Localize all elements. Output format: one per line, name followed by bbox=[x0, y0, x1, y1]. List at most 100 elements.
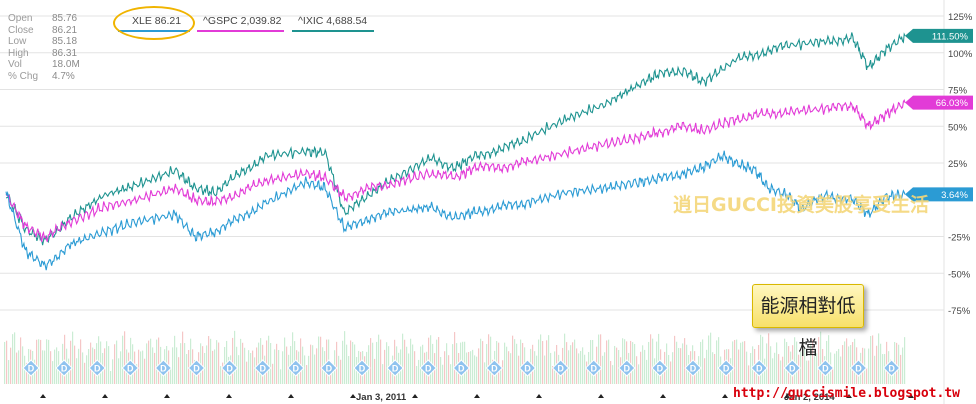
volume-bar bbox=[144, 358, 146, 384]
volume-bar bbox=[70, 340, 72, 384]
volume-bar bbox=[172, 347, 174, 384]
volume-bar bbox=[136, 364, 138, 384]
volume-bar bbox=[782, 356, 784, 384]
volume-bar bbox=[606, 340, 608, 384]
volume-bar bbox=[900, 354, 902, 384]
volume-bar bbox=[244, 347, 246, 384]
volume-bar bbox=[712, 352, 714, 384]
volume-bar bbox=[382, 364, 384, 384]
volume-bar bbox=[512, 335, 514, 384]
volume-bar bbox=[702, 339, 704, 384]
volume-bar bbox=[260, 338, 262, 384]
volume-bar bbox=[668, 354, 670, 384]
volume-bar bbox=[384, 349, 386, 384]
dividend-marker bbox=[452, 359, 471, 377]
volume-bar bbox=[206, 345, 208, 384]
dividend-marker-label: D bbox=[458, 364, 465, 374]
dividend-marker-label: D bbox=[524, 364, 531, 374]
volume-bar bbox=[640, 351, 642, 384]
volume-bar bbox=[838, 348, 840, 384]
volume-bar bbox=[546, 340, 548, 384]
volume-bar bbox=[378, 334, 380, 384]
volume-bar bbox=[666, 343, 668, 384]
volume-bar bbox=[874, 355, 876, 384]
volume-bar bbox=[48, 339, 50, 384]
volume-bar bbox=[564, 333, 566, 384]
volume-bar bbox=[350, 340, 352, 384]
volume-bar bbox=[580, 350, 582, 384]
volume-bar bbox=[680, 348, 682, 384]
volume-bar bbox=[818, 337, 820, 384]
x-axis-tick bbox=[412, 394, 418, 398]
volume-bar bbox=[346, 344, 348, 384]
dividend-marker bbox=[22, 359, 40, 377]
volume-bar bbox=[416, 365, 418, 384]
volume-bar bbox=[268, 335, 270, 384]
volume-bar bbox=[880, 343, 882, 384]
volume-bar bbox=[104, 348, 106, 384]
volume-bar bbox=[764, 358, 766, 384]
volume-bar bbox=[670, 361, 672, 384]
volume-bar bbox=[180, 343, 182, 384]
volume-bar bbox=[280, 369, 282, 384]
volume-bar bbox=[644, 349, 646, 384]
volume-bar bbox=[544, 355, 546, 384]
volume-bar bbox=[76, 358, 78, 384]
volume-bar bbox=[722, 367, 724, 384]
dividend-marker-label: D bbox=[855, 364, 862, 374]
volume-bar bbox=[696, 362, 698, 384]
volume-bar bbox=[490, 336, 492, 384]
volume-bar bbox=[114, 344, 116, 384]
stat-value: 86.21 bbox=[52, 24, 78, 36]
volume-bar bbox=[36, 339, 38, 384]
volume-bar bbox=[678, 347, 680, 384]
volume-bar bbox=[780, 360, 782, 384]
volume-bar bbox=[854, 338, 856, 384]
volume-bar bbox=[686, 344, 688, 384]
volume-bar bbox=[638, 364, 640, 384]
dividend-marker-label: D bbox=[789, 364, 796, 374]
volume-bar bbox=[650, 334, 652, 384]
volume-bar bbox=[710, 332, 712, 384]
legend-ixic[interactable]: ^IXIC 4,688.54 bbox=[292, 10, 374, 32]
dividend-marker-label: D bbox=[127, 364, 134, 374]
x-axis-label: Jan 3, 2011 bbox=[356, 392, 407, 403]
volume-bar bbox=[270, 343, 272, 384]
volume-bar bbox=[806, 360, 808, 384]
volume-bar bbox=[148, 340, 150, 384]
volume-bar bbox=[784, 338, 786, 384]
volume-bar bbox=[814, 356, 816, 384]
stat-row: Close 86.21 bbox=[8, 25, 80, 37]
volume-bar bbox=[470, 351, 472, 384]
y-tick-label: 50% bbox=[948, 122, 968, 133]
legend-gspc[interactable]: ^GSPC 2,039.82 bbox=[197, 10, 284, 32]
volume-bar bbox=[902, 347, 904, 384]
volume-bar bbox=[602, 355, 604, 384]
volume-bar bbox=[440, 356, 442, 384]
dividend-marker bbox=[485, 359, 504, 377]
volume-bar bbox=[622, 338, 624, 384]
volume-bar bbox=[604, 352, 606, 384]
volume-bar bbox=[772, 358, 774, 384]
volume-bar bbox=[88, 349, 90, 384]
volume-bar bbox=[808, 360, 810, 384]
volume-bar bbox=[6, 340, 8, 384]
volume-bar bbox=[42, 350, 44, 384]
volume-bar bbox=[474, 355, 476, 384]
volume-bar bbox=[598, 334, 600, 384]
volume-bar bbox=[46, 339, 48, 384]
volume-bar bbox=[886, 341, 888, 384]
volume-bar bbox=[518, 355, 520, 384]
volume-bar bbox=[404, 339, 406, 384]
volume-bar bbox=[368, 345, 370, 384]
volume-bar bbox=[744, 341, 746, 384]
volume-bar bbox=[388, 346, 390, 384]
volume-bar bbox=[308, 355, 310, 384]
volume-bar bbox=[86, 355, 88, 384]
dividend-marker-label: D bbox=[557, 364, 564, 374]
volume-bar bbox=[484, 362, 486, 384]
volume-bar bbox=[340, 359, 342, 384]
volume-bar bbox=[442, 364, 444, 384]
x-axis-tick bbox=[474, 394, 480, 398]
volume-bar bbox=[576, 348, 578, 384]
